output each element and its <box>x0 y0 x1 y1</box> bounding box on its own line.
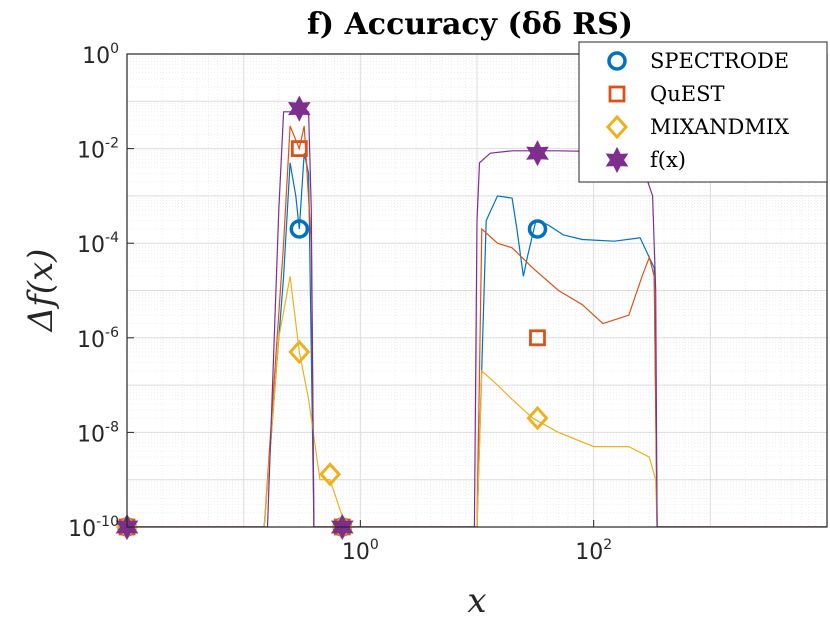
series-marker-mixandmix <box>319 462 342 487</box>
series-marker-f-x <box>287 95 311 122</box>
legend-label-spectrode: SPECTRODE <box>650 49 789 73</box>
series-marker-quest <box>290 140 308 158</box>
legend: SPECTRODE QuEST MIXANDMIX f(x) <box>578 41 828 183</box>
legend-label-f-x: f(x) <box>650 148 686 172</box>
plot-frame <box>126 53 828 528</box>
series-marker-quest <box>529 329 546 347</box>
series-lines <box>127 111 827 527</box>
legend-marker-quest <box>608 85 626 103</box>
series-marker-mixandmix <box>526 405 549 431</box>
legend-marker-f-x <box>605 146 629 174</box>
series-line-f-x <box>127 111 827 527</box>
y-tick-label: 10-8 <box>77 419 119 447</box>
series-line-quest <box>127 125 827 527</box>
series-marker-mixandmix <box>288 339 311 365</box>
series-marker-spectrode <box>527 219 548 239</box>
legend-label-quest: QuEST <box>650 82 724 106</box>
x-tick-label: 100 <box>342 537 379 565</box>
legend-marker-spectrode <box>607 51 627 71</box>
legend-marker-mixandmix <box>605 114 629 140</box>
series-line-spectrode <box>127 153 827 527</box>
y-tick-label: 10-6 <box>77 325 119 353</box>
y-tick-label: 100 <box>82 41 119 69</box>
series-line-mixandmix <box>127 276 827 527</box>
x-axis-ticks: 100 102 <box>342 520 612 565</box>
y-tick-label: 10-10 <box>68 514 119 542</box>
chart-title: f) Accuracy (δδ RS) <box>307 7 633 42</box>
legend-label-mixandmix: MIXANDMIX <box>650 115 789 139</box>
x-tick-label: 102 <box>575 537 612 565</box>
y-axis-label: Δf(x) <box>21 249 61 334</box>
y-tick-label: 10-2 <box>77 136 119 164</box>
series-marker-spectrode <box>289 219 310 239</box>
series-marker-f-x <box>526 140 549 167</box>
x-axis-label: x <box>467 581 486 621</box>
y-axis-ticks: 100 10-2 10-4 10-6 10-8 10-10 <box>68 41 134 542</box>
y-tick-label: 10-4 <box>77 230 119 258</box>
